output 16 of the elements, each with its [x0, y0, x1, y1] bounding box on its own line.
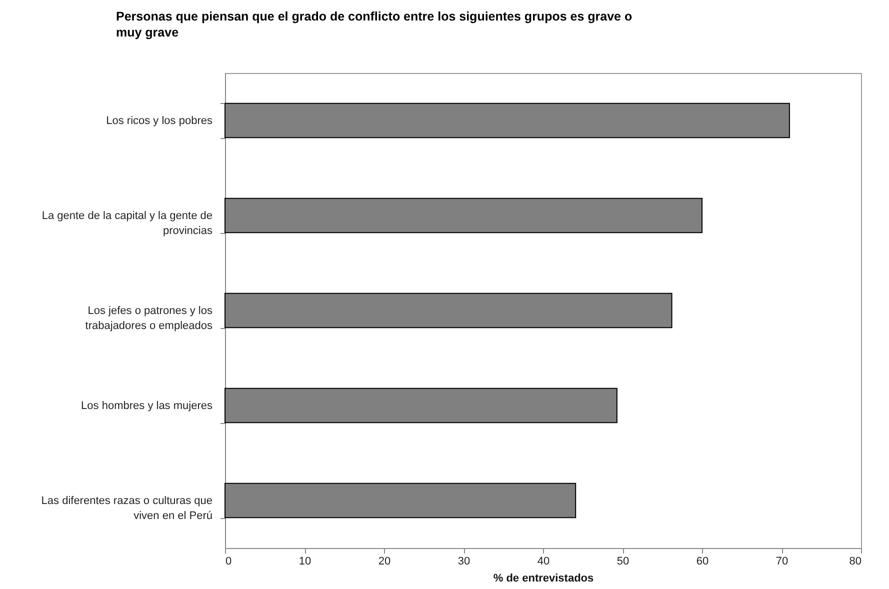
y-tick-label: Las diferentes razas o culturas que viven en el Perú	[41, 495, 212, 522]
y-tick-label: Los jefes o patrones y los trabajadores o empleados	[85, 305, 213, 332]
chart-title: Personas que piensan que el grado de conflicto entre los siguientes grupos es grave o muy grave	[116, 10, 632, 40]
x-tick-label: 20	[378, 556, 391, 568]
x-tick-label: 30	[458, 556, 470, 568]
y-tick-label: Los ricos y los pobres	[106, 115, 213, 127]
y-tick-label: Los hombres y las mujeres	[81, 400, 213, 412]
x-tick-label: 50	[616, 556, 630, 568]
y-tick-label: La gente de la capital y la gente de provincias	[42, 210, 213, 237]
x-tick-label: 60	[696, 556, 709, 568]
x-tick-label: 40	[537, 556, 550, 568]
x-tick-label: 10	[298, 556, 312, 568]
x-tick-label: 0	[226, 556, 232, 568]
x-tick-label: 80	[849, 556, 862, 568]
x-axis-title: % de entrevistados	[493, 572, 594, 584]
x-tick-label: 70	[776, 556, 788, 568]
